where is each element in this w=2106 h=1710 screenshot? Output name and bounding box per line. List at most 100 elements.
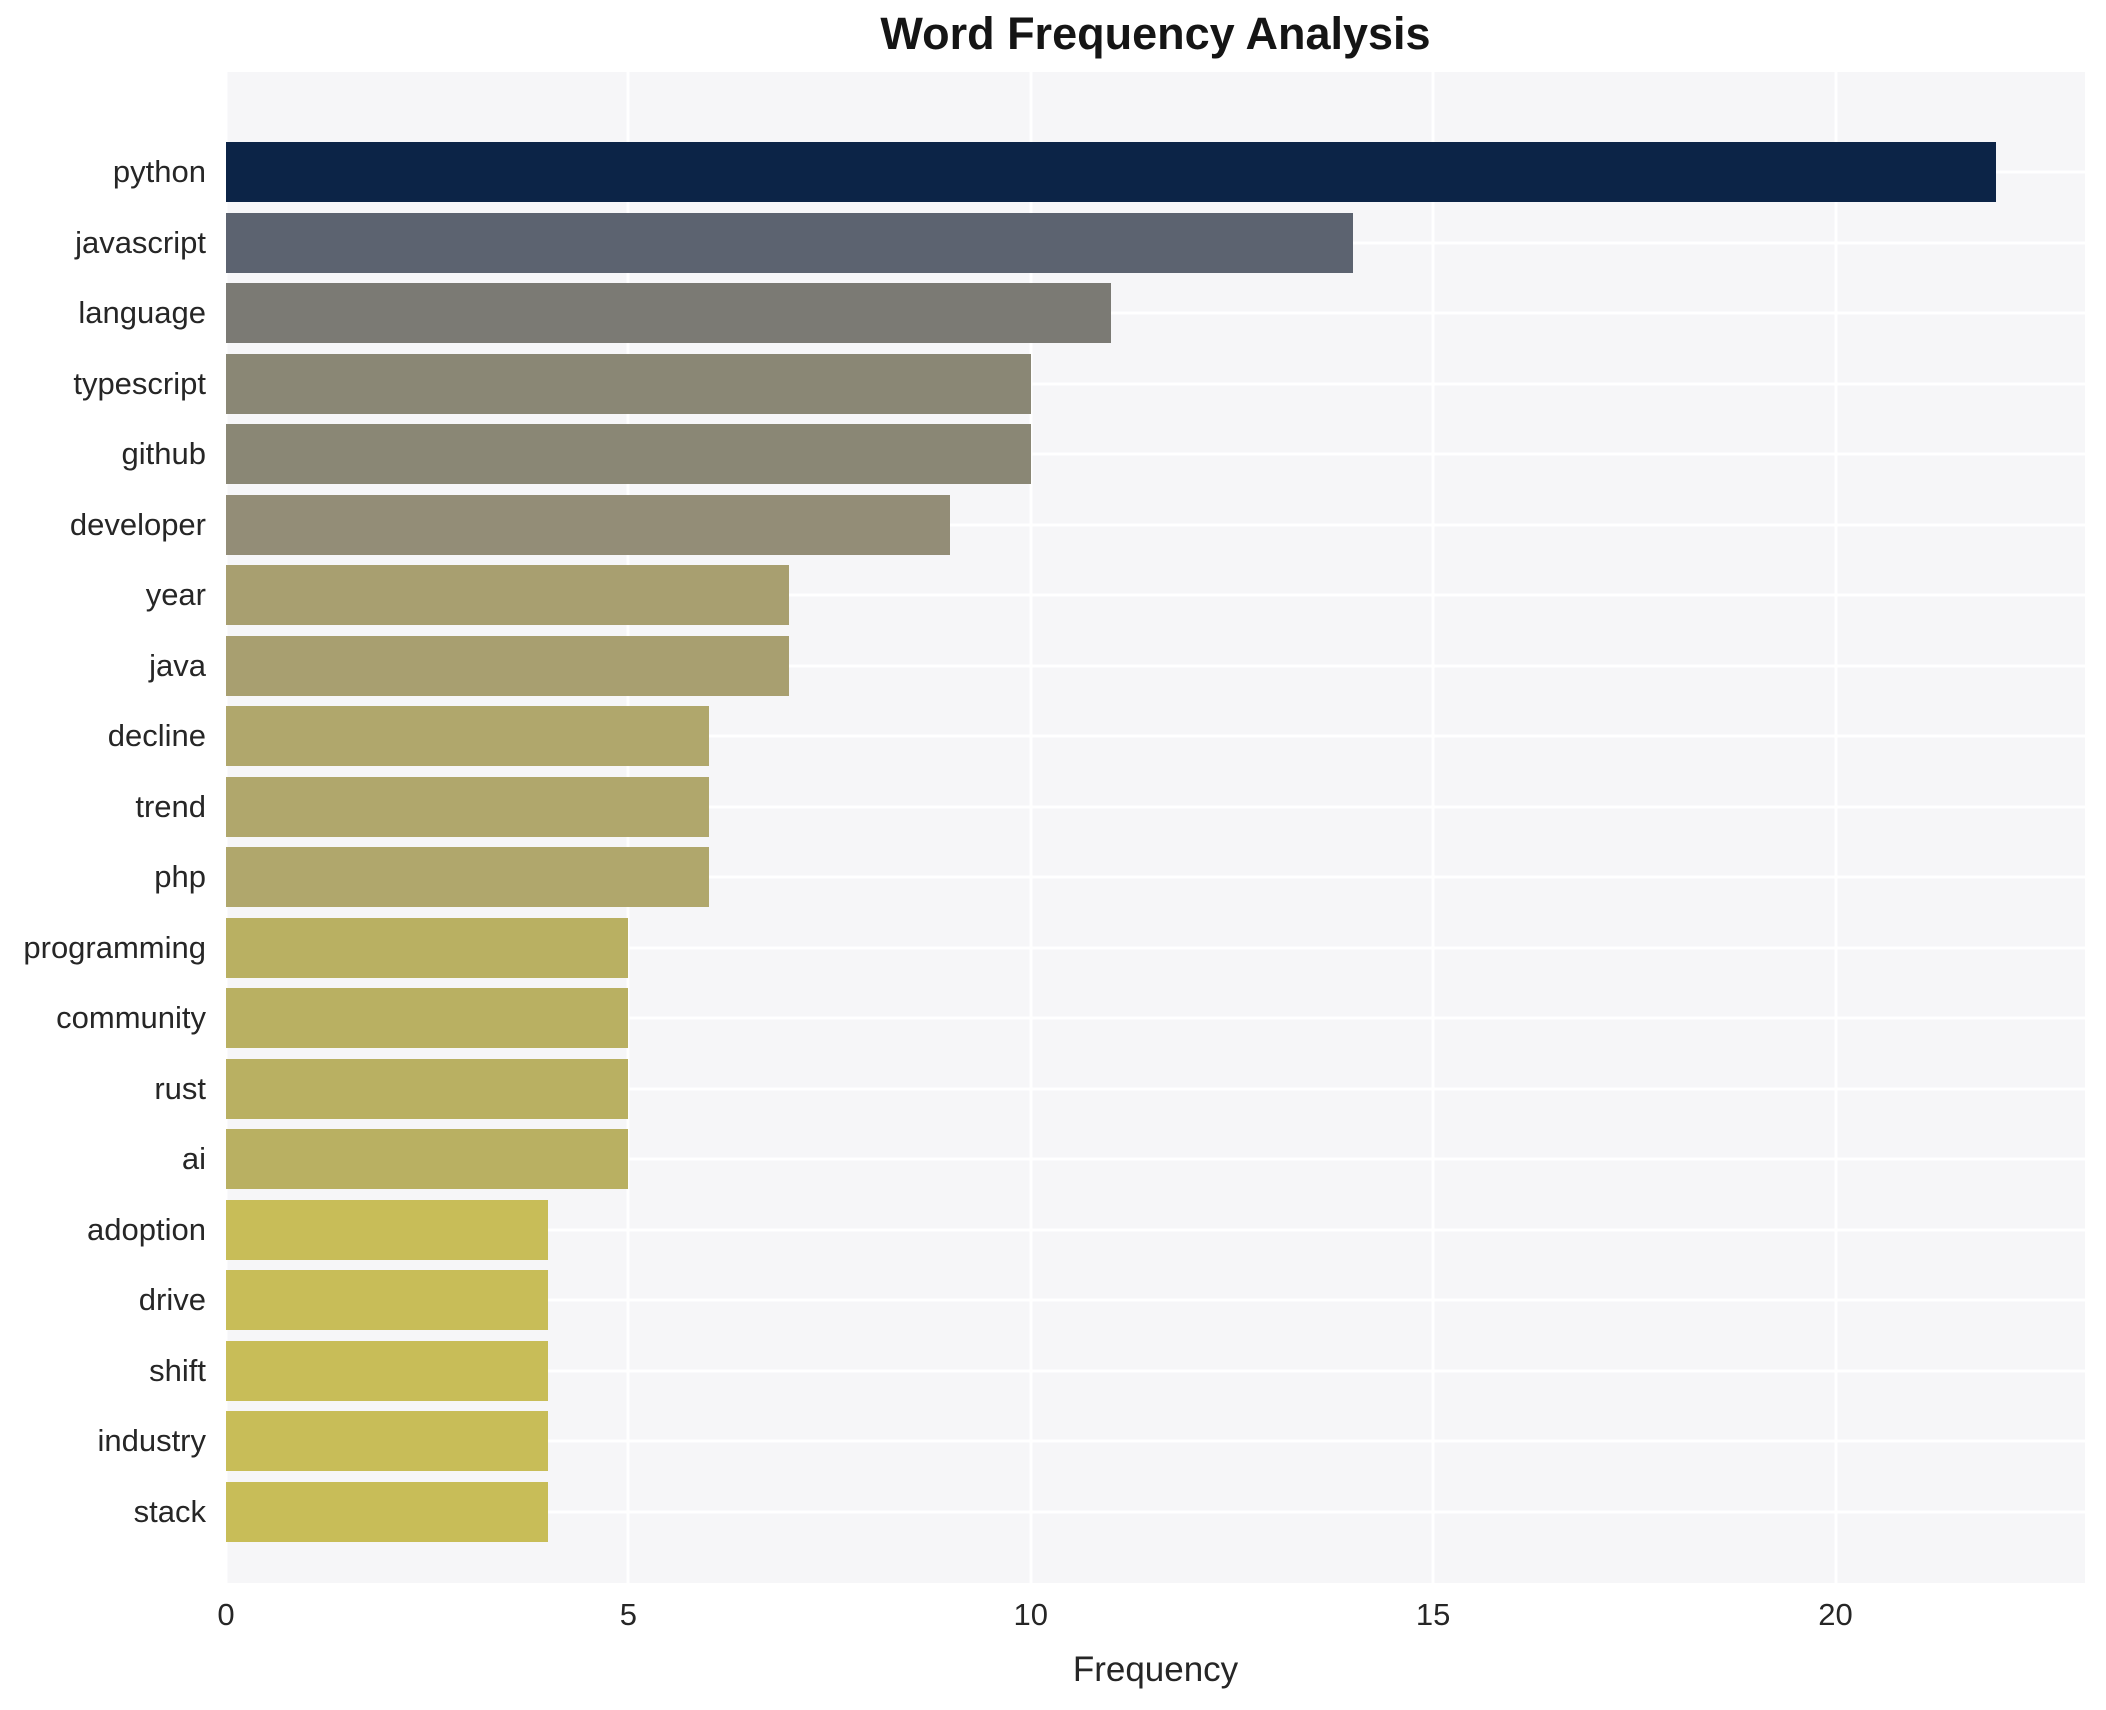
category-label: ai (181, 1141, 206, 1177)
x-gridline-15 (1431, 72, 1435, 1583)
bar-programming (226, 917, 629, 978)
bar-python (226, 142, 1997, 203)
category-label: adoption (87, 1211, 206, 1247)
bar-track (226, 137, 2085, 208)
bar-rows: python javascript language typescript github… (0, 72, 2085, 1583)
bar-shift (226, 1340, 548, 1401)
x-tick-label-10: 10 (1013, 1597, 1048, 1632)
bar-track (226, 1336, 2085, 1407)
y-gridline (226, 311, 2085, 315)
category-label: php (154, 859, 206, 895)
bar-track (226, 842, 2085, 913)
category-label: year (145, 577, 206, 613)
bar-php (226, 847, 709, 908)
bar-row: javascript (0, 208, 2085, 279)
bar-row: drive (0, 1265, 2085, 1336)
category-label: rust (154, 1070, 206, 1106)
bar-track (226, 631, 2085, 702)
category-label: drive (138, 1282, 206, 1318)
bar-track (226, 1477, 2085, 1548)
x-tick-label-15: 15 (1415, 1597, 1451, 1632)
bar-row: year (0, 560, 2085, 631)
bar-row: decline (0, 701, 2085, 772)
y-gridline (226, 1439, 2085, 1443)
bar-track (226, 208, 2085, 279)
category-label: stack (133, 1493, 206, 1529)
bar-row: github (0, 419, 2085, 490)
bar-track (226, 560, 2085, 631)
bar-row: ai (0, 1124, 2085, 1195)
bar-row: java (0, 631, 2085, 702)
bar-row: adoption (0, 1195, 2085, 1266)
bar-track (226, 1406, 2085, 1477)
bar-row: typescript (0, 349, 2085, 420)
x-gridline-20 (1834, 72, 1838, 1583)
y-gridline (226, 452, 2085, 456)
bar-language (226, 283, 1112, 344)
bar-track (226, 983, 2085, 1054)
y-gridline (226, 1228, 2085, 1232)
category-label: language (78, 295, 206, 331)
bar-track (226, 772, 2085, 843)
category-label: trend (135, 788, 206, 824)
y-gridline (226, 523, 2085, 527)
x-axis-ticks: 0 5 10 15 20 (0, 1597, 2106, 1637)
y-gridline (226, 1298, 2085, 1302)
bar-track (226, 1054, 2085, 1125)
x-tick-label-0: 0 (217, 1597, 235, 1632)
bar-javascript (226, 212, 1353, 273)
y-gridline (226, 1157, 2085, 1161)
bar-track (226, 1195, 2085, 1266)
category-label: typescript (73, 365, 206, 401)
category-label: community (56, 1000, 206, 1036)
x-axis-label: Frequency (1072, 1650, 1239, 1689)
y-gridline (226, 382, 2085, 386)
bar-industry (226, 1411, 548, 1472)
category-label: developer (69, 506, 206, 542)
bar-row: rust (0, 1054, 2085, 1125)
bar-row: community (0, 983, 2085, 1054)
category-label: industry (97, 1423, 206, 1459)
bar-community (226, 988, 629, 1049)
chart-title: Word Frequency Analysis (880, 8, 1431, 59)
bar-track (226, 1265, 2085, 1336)
x-tick-label-5: 5 (619, 1597, 637, 1632)
x-tick-label-20: 20 (1818, 1597, 1853, 1632)
y-gridline (226, 875, 2085, 879)
bar-row: industry (0, 1406, 2085, 1477)
bar-row: programming (0, 913, 2085, 984)
bar-year (226, 565, 790, 626)
y-gridline (226, 1510, 2085, 1514)
category-label: decline (107, 718, 206, 754)
bar-row: stack (0, 1477, 2085, 1548)
bar-track (226, 1124, 2085, 1195)
bar-row: language (0, 278, 2085, 349)
y-gridline (226, 734, 2085, 738)
bar-track (226, 913, 2085, 984)
bar-row: developer (0, 490, 2085, 561)
y-gridline (226, 805, 2085, 809)
y-gridline (226, 1369, 2085, 1373)
y-gridline (226, 946, 2085, 950)
bar-track (226, 419, 2085, 490)
bar-track (226, 701, 2085, 772)
category-label: github (121, 436, 206, 472)
bar-developer (226, 494, 951, 555)
y-gridline (226, 593, 2085, 597)
bar-track (226, 490, 2085, 561)
bar-rust (226, 1058, 629, 1119)
bar-trend (226, 776, 709, 837)
bar-adoption (226, 1199, 548, 1260)
category-label: java (149, 647, 206, 683)
y-gridline (226, 664, 2085, 668)
category-label: javascript (75, 224, 206, 260)
bar-drive (226, 1270, 548, 1331)
bar-row: trend (0, 772, 2085, 843)
bar-github (226, 424, 1031, 485)
x-gridline-10 (1029, 72, 1033, 1583)
bar-typescript (226, 353, 1031, 414)
category-label: programming (23, 929, 206, 965)
y-gridline (226, 1016, 2085, 1020)
bar-row: php (0, 842, 2085, 913)
